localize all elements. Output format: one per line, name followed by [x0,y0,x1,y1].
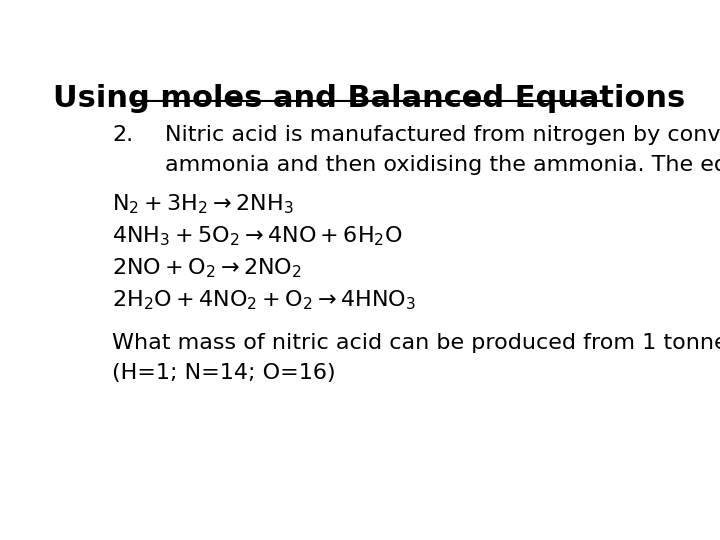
Text: $\mathsf{2H_2O + 4NO_2 + O_2 \rightarrow 4HNO_3}$: $\mathsf{2H_2O + 4NO_2 + O_2 \rightarrow… [112,288,416,312]
Text: Nitric acid is manufactured from nitrogen by converting it into: Nitric acid is manufactured from nitroge… [166,125,720,145]
Text: (H=1; N=14; O=16): (H=1; N=14; O=16) [112,363,336,383]
Text: Using moles and Balanced Equations: Using moles and Balanced Equations [53,84,685,112]
Text: 2.: 2. [112,125,133,145]
Text: $\mathsf{N_2 + 3H_2 \rightarrow 2NH_3}$: $\mathsf{N_2 + 3H_2 \rightarrow 2NH_3}$ [112,192,294,216]
Text: What mass of nitric acid can be produced from 1 tonne of nitrogen gas?: What mass of nitric acid can be produced… [112,333,720,353]
Text: $\mathsf{2NO + O_2 \rightarrow 2NO_2}$: $\mathsf{2NO + O_2 \rightarrow 2NO_2}$ [112,256,302,280]
Text: $\mathsf{4NH_3 + 5O_2 \rightarrow 4NO + 6H_2O}$: $\mathsf{4NH_3 + 5O_2 \rightarrow 4NO + … [112,225,403,248]
Text: ammonia and then oxidising the ammonia. The equations are:: ammonia and then oxidising the ammonia. … [166,155,720,175]
